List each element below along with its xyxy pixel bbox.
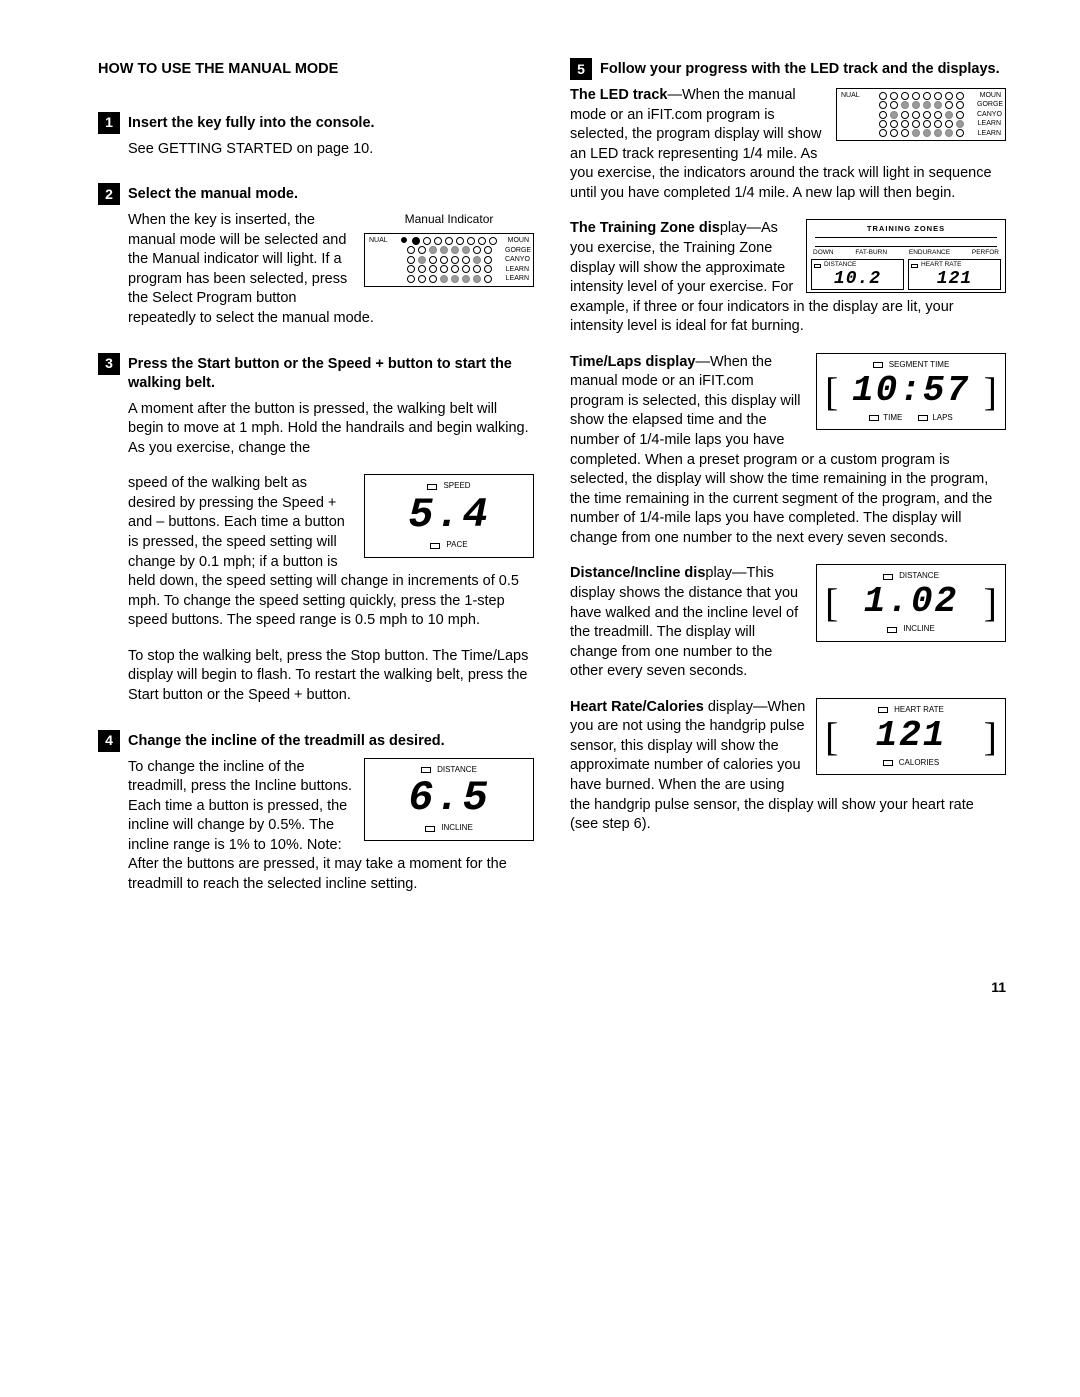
step-5-body: NUALMOUNGORGECANYOLEARNLEARN The LED tra…: [570, 86, 1006, 835]
lcd-hr-value: 121: [838, 718, 983, 754]
step-4-p1a: To change the incline of the treadmill, …: [128, 759, 352, 834]
speed-lcd-figure: SPEED 5.4 PACE: [364, 474, 534, 558]
led-heading: The LED track: [570, 87, 668, 103]
left-column: HOW TO USE THE MANUAL MODE 1 Insert the …: [98, 60, 534, 918]
tl-text-b: 1/4-mile laps you have completed. When a…: [570, 432, 992, 546]
step-5-header: 5 Follow your progress with the LED trac…: [570, 58, 1006, 80]
step-3-header: 3 Press the Start button or the Speed + …: [98, 353, 534, 394]
step-number-badge: 1: [98, 112, 120, 134]
step-3-p3: To stop the walking belt, press the Stop…: [128, 647, 534, 706]
tz-zones: DOWN FAT-BURN ENDURANCE PERFOR: [811, 249, 1001, 258]
lcd-speed-value: 5.4: [373, 494, 525, 536]
incline-lcd-figure: DISTANCE 6.5 INCLINE: [364, 758, 534, 842]
di-text-b: change from one number to the other ever…: [570, 644, 772, 680]
step-2-header: 2 Select the manual mode.: [98, 183, 534, 205]
step-number-badge: 3: [98, 353, 120, 375]
step-number-badge: 4: [98, 730, 120, 752]
heartrate-lcd-figure: HEART RATE [ 121 ] CALORIES: [816, 698, 1006, 776]
step-4-body: DISTANCE 6.5 INCLINE To change the incli…: [128, 758, 534, 895]
step-number-badge: 5: [570, 58, 592, 80]
di-heading: Distance/Incline dis: [570, 565, 705, 581]
hr-heading: Heart Rate/Calories: [570, 699, 704, 715]
time-lcd-figure: SEGMENT TIME [ 10:57 ] TIME LAPS: [816, 353, 1006, 431]
step-1-header: 1 Insert the key fully into the console.: [98, 112, 534, 134]
manual-indicator-caption: Manual Indicator: [364, 211, 534, 227]
lcd-time-value: 10:57: [838, 373, 983, 409]
step-2-title: Select the manual mode.: [128, 183, 298, 205]
step-1-title: Insert the key fully into the console.: [128, 112, 375, 134]
distance-lcd-figure: DISTANCE [ 1.02 ] INCLINE: [816, 564, 1006, 642]
step-5-title: Follow your progress with the LED track …: [600, 58, 1000, 80]
lcd-incline-value: 6.5: [373, 777, 525, 819]
step-1-body: See GETTING STARTED on page 10.: [128, 140, 534, 160]
manual-indicator-figure: Manual Indicator NUALMOUNGORGECANYOLEARN…: [364, 211, 534, 286]
page-number: 11: [98, 978, 1006, 997]
step-3-body: A moment after the button is pressed, th…: [128, 400, 534, 706]
page-title: HOW TO USE THE MANUAL MODE: [98, 60, 534, 80]
tz-title: TRAINING ZONES: [811, 224, 1001, 234]
manual-page: HOW TO USE THE MANUAL MODE 1 Insert the …: [98, 60, 1006, 918]
step-4-title: Change the incline of the treadmill as d…: [128, 730, 445, 752]
lcd-dist-value: 1.02: [838, 584, 983, 620]
tl-heading: Time/Laps display: [570, 354, 695, 370]
step-3-title: Press the Start button or the Speed + bu…: [128, 353, 534, 394]
training-zone-figure: TRAINING ZONES DOWN FAT-BURN ENDURANCE P…: [806, 219, 1006, 293]
step-2-body: Manual Indicator NUALMOUNGORGECANYOLEARN…: [128, 211, 534, 328]
led-track-diagram-2: NUALMOUNGORGECANYOLEARNLEARN: [836, 88, 1006, 141]
step-4-header: 4 Change the incline of the treadmill as…: [98, 730, 534, 752]
step-4-p1b: incline range is 1% to 10%. Note: After …: [128, 837, 507, 892]
tz-heading: The Training Zone dis: [570, 220, 720, 236]
lcd-incline-bot: INCLINE: [441, 823, 473, 834]
led-track-diagram: NUALMOUNGORGECANYOLEARNLEARN: [364, 233, 534, 286]
step-1-text: See GETTING STARTED on page 10.: [128, 140, 534, 160]
lcd-speed-bot: PACE: [446, 540, 467, 551]
step-3-p1: A moment after the button is pressed, th…: [128, 400, 534, 459]
right-column: 5 Follow your progress with the LED trac…: [570, 60, 1006, 918]
step-number-badge: 2: [98, 183, 120, 205]
tz-text-b: ample, if three or four indicators in th…: [570, 299, 954, 335]
